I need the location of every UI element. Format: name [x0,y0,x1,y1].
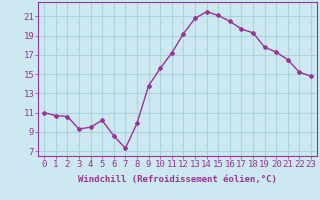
X-axis label: Windchill (Refroidissement éolien,°C): Windchill (Refroidissement éolien,°C) [78,175,277,184]
